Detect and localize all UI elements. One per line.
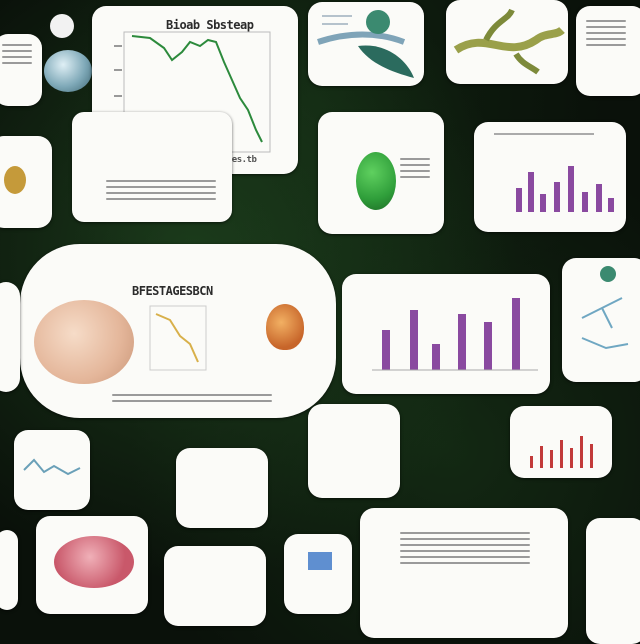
diagram-card-center (308, 404, 400, 498)
red-bar-chart-card (510, 406, 612, 478)
small-wave (23, 458, 81, 476)
screen-icon (308, 552, 332, 570)
main-graph-title: Bioab Sbsteap (166, 18, 254, 32)
seed-card (318, 112, 444, 234)
edge-card-left (0, 282, 20, 392)
gem-icon (44, 50, 92, 92)
center-card: BFESTAGESBCN (20, 244, 336, 418)
small-card-bottom (284, 534, 352, 614)
shell-icon (54, 536, 134, 588)
cell-illustration (34, 300, 134, 384)
caption-card (72, 112, 232, 222)
tree-diagram (581, 266, 629, 350)
wide-diagram-card (360, 508, 568, 638)
shell-card (36, 516, 148, 614)
tree-card-right (562, 258, 640, 382)
center-card-title: BFESTAGESBCN (132, 284, 213, 298)
seed-icon (4, 166, 26, 194)
creature-icon (50, 14, 74, 38)
edge-card-bottom-right (586, 518, 640, 644)
red-bars (530, 436, 593, 468)
purple-bars-large (372, 298, 538, 371)
edge-card-bottom-left (0, 530, 18, 610)
leaf-diagram (317, 10, 414, 78)
small-chart-card (14, 430, 90, 510)
root-illustration-card (446, 0, 568, 84)
center-mini-chart (149, 305, 207, 371)
diagram-card-top (308, 2, 424, 86)
plant-diagram-card (164, 546, 266, 626)
onion-bulb-icon (266, 304, 304, 350)
icon-grid-card (176, 448, 268, 528)
card-top-left (0, 34, 42, 106)
green-seed-icon (356, 152, 396, 210)
purple-bars (494, 133, 614, 212)
purple-bar-chart-large (342, 274, 550, 394)
plant-card-left (0, 136, 52, 228)
card-top-right (576, 6, 640, 96)
purple-bar-chart-card (474, 122, 626, 232)
roots-icon (453, 8, 565, 75)
